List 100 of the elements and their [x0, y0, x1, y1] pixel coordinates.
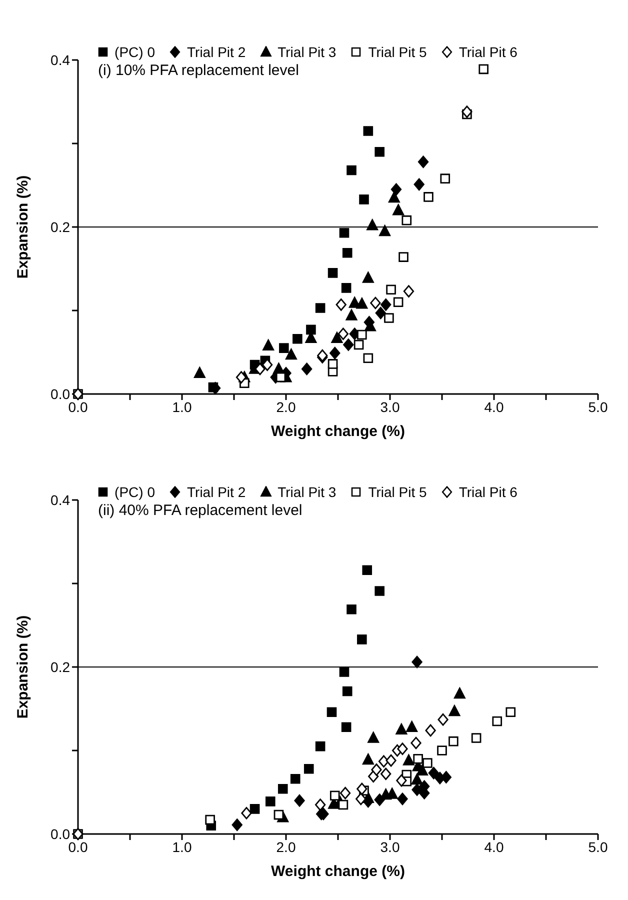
legend-label: (PC) 0 [114, 484, 155, 500]
x-tick-label: 2.0 [276, 398, 296, 415]
point [428, 766, 439, 780]
point [414, 178, 424, 191]
point [346, 604, 356, 614]
point [412, 656, 422, 668]
x-axis-title: Weight change (%) [271, 863, 405, 880]
point [462, 106, 472, 118]
point [301, 362, 312, 376]
point [448, 736, 458, 746]
point [363, 126, 374, 136]
point [328, 359, 338, 369]
x-tick-label: 4.0 [484, 838, 504, 855]
point [328, 268, 338, 278]
point [278, 784, 288, 794]
point [471, 733, 482, 743]
point [339, 228, 350, 238]
point [315, 303, 326, 313]
point [438, 713, 448, 726]
legend-label: Trial Pit 2 [187, 484, 246, 500]
point [366, 219, 378, 230]
legend-label: Trial Pit 3 [278, 44, 336, 60]
point [346, 165, 356, 176]
y-tick-label: 0.2 [50, 658, 70, 675]
point [402, 215, 412, 226]
x-tick-label: 1.0 [172, 398, 192, 415]
point [418, 156, 429, 168]
point [250, 804, 260, 814]
x-tick-label: 5.0 [588, 838, 608, 855]
point [398, 252, 408, 262]
point [254, 362, 266, 376]
point [343, 338, 354, 351]
y-axis-title: Expansion (%) [14, 615, 32, 719]
annotation: (ii) 40% PFA replacement level [98, 502, 302, 519]
point [413, 754, 423, 764]
point [338, 328, 349, 340]
point [410, 736, 422, 750]
point [362, 565, 372, 576]
x-tick-label: 5.0 [588, 398, 608, 415]
point [294, 794, 305, 807]
point [386, 284, 396, 295]
point [357, 634, 367, 644]
point [368, 732, 380, 743]
point [342, 248, 352, 258]
point [440, 174, 450, 184]
point [416, 764, 428, 776]
legend-label: Trial Pit 5 [368, 484, 427, 500]
point [437, 746, 447, 756]
point [341, 283, 352, 293]
point [315, 741, 326, 752]
legend-label: Trial Pit 5 [368, 44, 427, 60]
x-tick-label: 4.0 [484, 398, 504, 415]
point [205, 814, 215, 825]
point [363, 353, 374, 363]
point [425, 724, 436, 737]
point [397, 792, 408, 806]
x-tick-label: 2.0 [276, 838, 296, 855]
point [356, 792, 366, 806]
point [232, 818, 242, 831]
point [330, 790, 340, 800]
point [315, 798, 326, 811]
point [411, 774, 423, 785]
point [290, 774, 300, 784]
y-tick-label: 0.0 [50, 386, 70, 402]
y-tick-label: 0.4 [50, 492, 70, 508]
point [338, 800, 348, 810]
point [390, 183, 402, 196]
legend-label: Trial Pit 2 [187, 44, 246, 60]
point [478, 64, 488, 74]
point [412, 784, 422, 796]
point [346, 309, 358, 320]
point [506, 707, 516, 717]
x-tick-label: 0.0 [68, 838, 88, 855]
point [448, 705, 460, 716]
point [241, 806, 252, 820]
point [336, 298, 346, 311]
point [370, 296, 381, 310]
point [330, 346, 340, 360]
legend-label: Trial Pit 3 [278, 484, 336, 500]
legend-label: Trial Pit 6 [458, 44, 518, 60]
point [342, 686, 352, 696]
point [262, 339, 274, 350]
point [274, 810, 284, 820]
y-axis-title: Expansion (%) [14, 175, 32, 279]
point [379, 225, 391, 236]
point [371, 764, 382, 776]
point [454, 688, 466, 699]
y-tick-label: 0.0 [50, 826, 70, 842]
point [402, 754, 414, 766]
point [357, 330, 367, 340]
x-tick-label: 3.0 [380, 398, 400, 415]
x-tick-label: 3.0 [380, 838, 400, 855]
point [276, 372, 286, 382]
x-axis-title: Weight change (%) [271, 423, 405, 440]
point [285, 348, 297, 360]
point [375, 306, 386, 320]
point [304, 764, 314, 774]
point [359, 194, 369, 204]
point [292, 334, 302, 344]
point [326, 707, 337, 717]
